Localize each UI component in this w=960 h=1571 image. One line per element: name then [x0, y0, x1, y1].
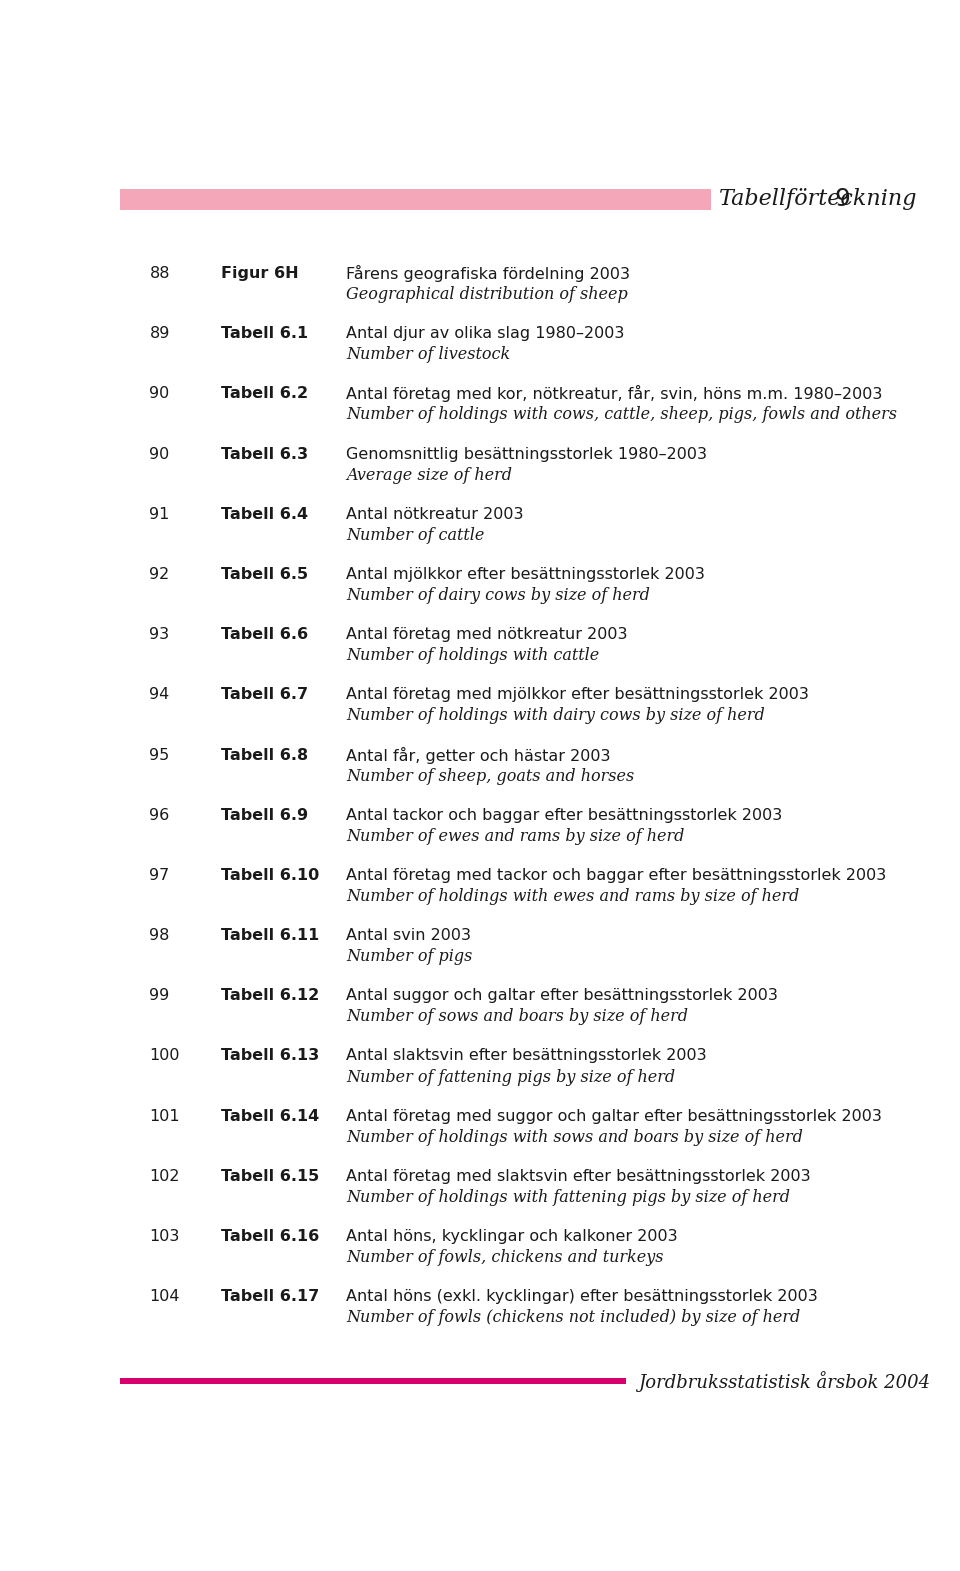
Text: Tabell 6.17: Tabell 6.17 — [221, 1290, 319, 1304]
Text: Tabell 6.12: Tabell 6.12 — [221, 988, 319, 1004]
Text: Antal företag med mjölkkor efter besättningsstorlek 2003: Antal företag med mjölkkor efter besättn… — [347, 688, 809, 702]
Text: 99: 99 — [150, 988, 170, 1004]
Text: Antal höns (exkl. kycklingar) efter besättningsstorlek 2003: Antal höns (exkl. kycklingar) efter besä… — [347, 1290, 818, 1304]
Text: Tabell 6.5: Tabell 6.5 — [221, 567, 308, 581]
Text: Tabell 6.7: Tabell 6.7 — [221, 688, 308, 702]
Text: 96: 96 — [150, 807, 170, 823]
Bar — [120, 1378, 626, 1384]
Text: 88: 88 — [150, 265, 170, 281]
Text: Tabell 6.1: Tabell 6.1 — [221, 327, 308, 341]
Text: Antal företag med tackor och baggar efter besättningsstorlek 2003: Antal företag med tackor och baggar efte… — [347, 867, 886, 883]
Text: Antal företag med kor, nötkreatur, får, svin, höns m.m. 1980–2003: Antal företag med kor, nötkreatur, får, … — [347, 385, 882, 402]
Text: Tabell 6.9: Tabell 6.9 — [221, 807, 308, 823]
Text: Jordbruksstatistisk årsbok 2004: Jordbruksstatistisk årsbok 2004 — [637, 1371, 929, 1392]
Text: 89: 89 — [150, 327, 170, 341]
Text: Tabell 6.10: Tabell 6.10 — [221, 867, 319, 883]
Text: Antal tackor och baggar efter besättningsstorlek 2003: Antal tackor och baggar efter besättning… — [347, 807, 782, 823]
Text: Antal får, getter och hästar 2003: Antal får, getter och hästar 2003 — [347, 746, 611, 764]
Text: 98: 98 — [150, 928, 170, 943]
Text: Antal företag med nötkreatur 2003: Antal företag med nötkreatur 2003 — [347, 627, 628, 643]
Text: Antal nötkreatur 2003: Antal nötkreatur 2003 — [347, 507, 524, 522]
Text: Antal företag med slaktsvin efter besättningsstorlek 2003: Antal företag med slaktsvin efter besätt… — [347, 1169, 811, 1185]
Text: 95: 95 — [150, 748, 170, 762]
Text: 104: 104 — [150, 1290, 180, 1304]
Text: Number of livestock: Number of livestock — [347, 346, 511, 363]
Text: Tabell 6.13: Tabell 6.13 — [221, 1048, 319, 1064]
Text: Tabell 6.14: Tabell 6.14 — [221, 1109, 319, 1123]
Text: Tabell 6.4: Tabell 6.4 — [221, 507, 308, 522]
Text: Tabell 6.8: Tabell 6.8 — [221, 748, 308, 762]
Text: Figur 6H: Figur 6H — [221, 265, 299, 281]
Text: 90: 90 — [150, 446, 170, 462]
Text: 9: 9 — [834, 187, 850, 212]
Text: Tabell 6.6: Tabell 6.6 — [221, 627, 308, 643]
Text: Fårens geografiska fördelning 2003: Fårens geografiska fördelning 2003 — [347, 265, 631, 283]
Text: Tabell 6.16: Tabell 6.16 — [221, 1229, 319, 1244]
Text: 100: 100 — [150, 1048, 180, 1064]
Text: 101: 101 — [150, 1109, 180, 1123]
Text: 97: 97 — [150, 867, 170, 883]
Text: Antal suggor och galtar efter besättningsstorlek 2003: Antal suggor och galtar efter besättning… — [347, 988, 779, 1004]
Text: Antal svin 2003: Antal svin 2003 — [347, 928, 471, 943]
Text: Antal mjölkkor efter besättningsstorlek 2003: Antal mjölkkor efter besättningsstorlek … — [347, 567, 706, 581]
Text: Number of cattle: Number of cattle — [347, 526, 485, 544]
Text: Number of sows and boars by size of herd: Number of sows and boars by size of herd — [347, 1009, 688, 1026]
Text: Number of holdings with fattening pigs by size of herd: Number of holdings with fattening pigs b… — [347, 1189, 790, 1207]
Text: 93: 93 — [150, 627, 170, 643]
Text: 103: 103 — [150, 1229, 180, 1244]
Text: Genomsnittlig besättningsstorlek 1980–2003: Genomsnittlig besättningsstorlek 1980–20… — [347, 446, 708, 462]
Text: Number of holdings with dairy cows by size of herd: Number of holdings with dairy cows by si… — [347, 707, 765, 724]
Text: Number of holdings with sows and boars by size of herd: Number of holdings with sows and boars b… — [347, 1128, 804, 1145]
Text: Antal höns, kycklingar och kalkoner 2003: Antal höns, kycklingar och kalkoner 2003 — [347, 1229, 678, 1244]
Text: 94: 94 — [150, 688, 170, 702]
Text: Geographical distribution of sheep: Geographical distribution of sheep — [347, 286, 628, 303]
Text: Number of holdings with ewes and rams by size of herd: Number of holdings with ewes and rams by… — [347, 888, 800, 905]
Text: Number of pigs: Number of pigs — [347, 949, 472, 965]
Text: 91: 91 — [150, 507, 170, 522]
Text: Tabell 6.11: Tabell 6.11 — [221, 928, 319, 943]
Text: Antal djur av olika slag 1980–2003: Antal djur av olika slag 1980–2003 — [347, 327, 625, 341]
Text: Number of fattening pigs by size of herd: Number of fattening pigs by size of herd — [347, 1068, 676, 1086]
Text: 102: 102 — [150, 1169, 180, 1185]
Text: Number of holdings with cows, cattle, sheep, pigs, fowls and others: Number of holdings with cows, cattle, sh… — [347, 407, 898, 424]
Text: Tabell 6.15: Tabell 6.15 — [221, 1169, 319, 1185]
Text: Average size of herd: Average size of herd — [347, 467, 513, 484]
Text: Number of holdings with cattle: Number of holdings with cattle — [347, 647, 600, 665]
Bar — [120, 189, 711, 211]
Text: Tabell 6.3: Tabell 6.3 — [221, 446, 308, 462]
Text: Number of fowls, chickens and turkeys: Number of fowls, chickens and turkeys — [347, 1249, 663, 1266]
Text: Number of fowls (chickens not included) by size of herd: Number of fowls (chickens not included) … — [347, 1309, 801, 1326]
Text: 92: 92 — [150, 567, 170, 581]
Text: Number of dairy cows by size of herd: Number of dairy cows by size of herd — [347, 588, 650, 603]
Text: Antal företag med suggor och galtar efter besättningsstorlek 2003: Antal företag med suggor och galtar efte… — [347, 1109, 882, 1123]
Text: Antal slaktsvin efter besättningsstorlek 2003: Antal slaktsvin efter besättningsstorlek… — [347, 1048, 707, 1064]
Text: Tabellförteckning: Tabellförteckning — [719, 189, 918, 211]
Text: Tabell 6.2: Tabell 6.2 — [221, 386, 308, 401]
Text: Number of ewes and rams by size of herd: Number of ewes and rams by size of herd — [347, 828, 684, 845]
Text: 90: 90 — [150, 386, 170, 401]
Text: Number of sheep, goats and horses: Number of sheep, goats and horses — [347, 768, 635, 784]
